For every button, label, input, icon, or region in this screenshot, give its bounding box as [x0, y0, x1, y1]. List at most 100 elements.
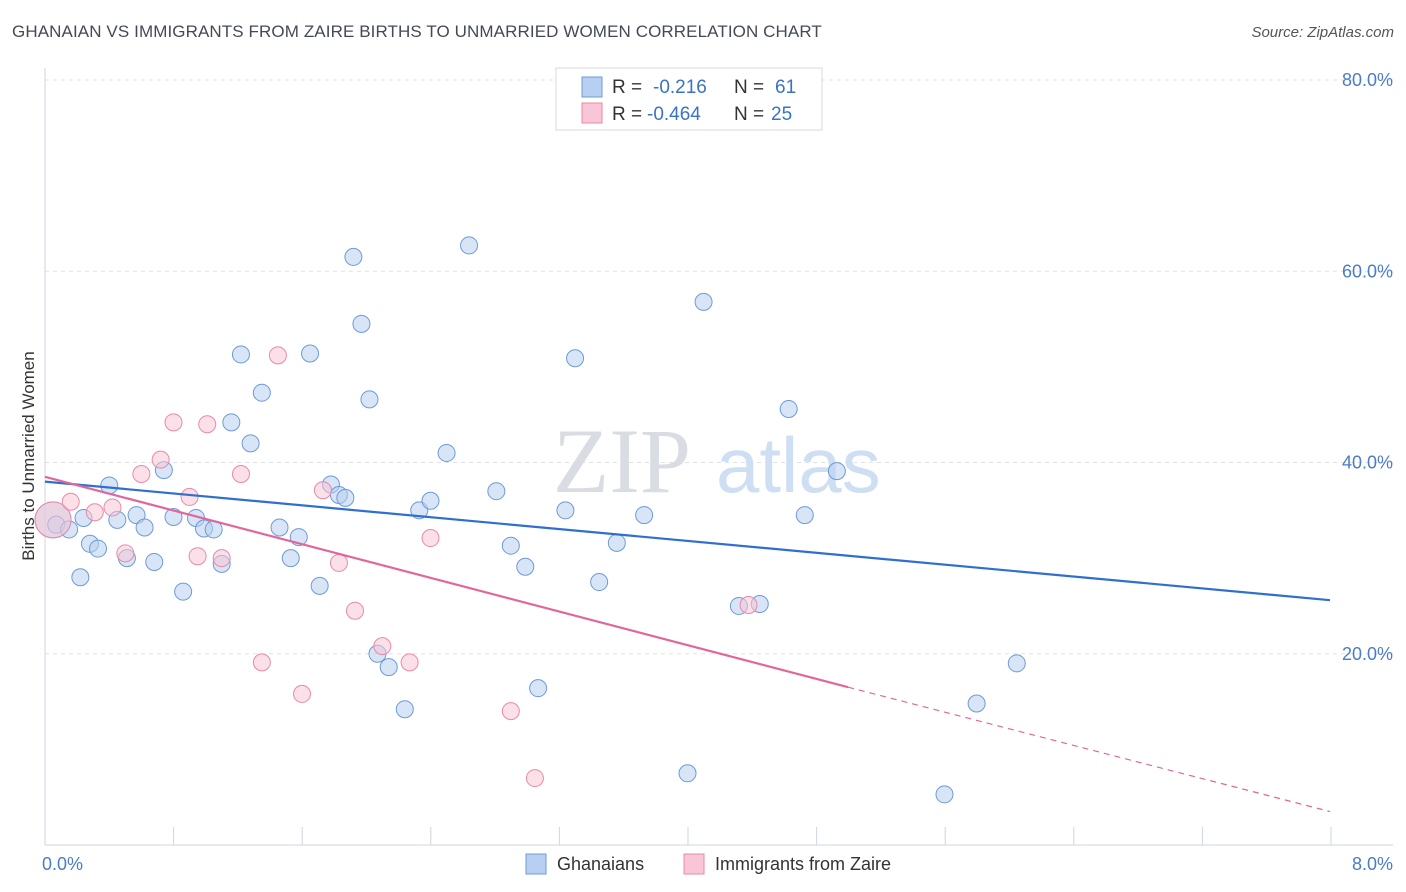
ghanaian-point-10 — [135, 518, 154, 537]
ghanaian-point-51 — [694, 292, 713, 311]
zaire-trendline-extension — [847, 686, 1331, 813]
x-tick-label-0: 0.0% — [42, 854, 83, 874]
ghanaian-point-39 — [437, 443, 456, 462]
x-tick-labels: 0.0% 8.0% — [42, 854, 1393, 874]
ghanaian-point-41 — [487, 482, 506, 501]
zaire-point-14 — [293, 684, 311, 703]
zaire-point-22 — [525, 769, 544, 788]
ghanaian-point-42 — [501, 536, 520, 555]
zaire-point-6 — [151, 450, 170, 469]
zaire-point-10 — [212, 549, 231, 568]
ghanaian-point-54 — [779, 399, 798, 418]
ghanaian-point-40 — [460, 236, 479, 255]
watermark-zip: ZIP — [553, 410, 691, 512]
zaire-point-19 — [400, 653, 419, 672]
watermark: ZIP atlas — [553, 410, 881, 512]
legend-pink-n-label: N = — [734, 104, 764, 125]
ghanaian-point-33 — [360, 390, 379, 409]
y-tick-label-0: 20.0% — [1342, 644, 1393, 664]
zaire-point-11 — [231, 464, 250, 483]
y-axis-label: Births to Unmarried Women — [19, 351, 38, 560]
ghanaian-point-45 — [556, 501, 575, 520]
watermark-atlas: atlas — [716, 421, 881, 509]
ghanaian-point-11 — [145, 552, 164, 571]
ghanaian-point-36 — [395, 700, 414, 719]
zaire-point-16 — [329, 553, 348, 572]
zaire-point-20 — [421, 529, 440, 548]
zaire-point-0 — [34, 501, 72, 539]
legend-zaire-swatch — [683, 853, 705, 875]
axes — [44, 68, 1393, 846]
zaire-point-13 — [268, 346, 287, 365]
legend-ghanaians-label: Ghanaians — [557, 854, 644, 874]
legend-pink-r-label: R = — [612, 104, 642, 125]
ghanaian-trendline — [44, 480, 1331, 602]
zaire-point-9 — [198, 415, 217, 434]
ghanaian-point-14 — [174, 582, 193, 601]
ghanaian-point-21 — [241, 434, 260, 453]
ghanaian-point-44 — [529, 679, 548, 698]
legend-blue-swatch — [581, 76, 603, 98]
legend-blue-n-label: N = — [734, 77, 764, 98]
legend-pink-n-value: 25 — [771, 104, 792, 125]
zaire-point-15 — [313, 481, 332, 500]
legend-top: R = -0.216 N = 61 R = -0.464 N = 25 — [555, 67, 823, 131]
legend-pink-r-value: -0.464 — [647, 104, 701, 125]
zaire-point-17 — [346, 601, 365, 620]
ghanaian-point-49 — [635, 506, 654, 525]
ghanaian-point-32 — [352, 314, 371, 333]
y-tick-labels: 20.0% 40.0% 60.0% 80.0% — [1342, 70, 1393, 664]
ghanaian-point-23 — [270, 518, 289, 537]
legend-blue-r-label: R = — [612, 77, 642, 98]
ghanaian-point-56 — [827, 462, 846, 481]
ghanaian-point-31 — [344, 247, 363, 266]
zaire-point-12 — [252, 653, 271, 672]
y-tick-label-2: 60.0% — [1342, 261, 1393, 281]
ghanaian-point-13 — [164, 508, 183, 527]
zaire-point-5 — [132, 464, 151, 483]
trendlines — [44, 475, 1331, 813]
ghanaian-point-27 — [310, 576, 329, 595]
y-tick-label-3: 80.0% — [1342, 70, 1393, 90]
legend-blue-r-value: -0.216 — [653, 77, 707, 98]
legend-bottom: Ghanaians Immigrants from Zaire — [525, 853, 891, 875]
ghanaian-point-38 — [421, 491, 440, 510]
zaire-point-7 — [164, 413, 183, 432]
legend-zaire-label: Immigrants from Zaire — [715, 854, 891, 874]
legend-ghanaians-swatch — [525, 853, 547, 875]
ghanaian-point-35 — [379, 658, 398, 677]
zaire-point-24 — [188, 547, 207, 566]
zaire-point-21 — [501, 702, 520, 721]
ghanaian-point-58 — [967, 694, 986, 713]
zaire-point-23 — [739, 595, 758, 614]
ghanaian-point-30 — [336, 488, 355, 507]
ghanaian-point-19 — [222, 413, 241, 432]
ghanaian-point-24 — [281, 549, 300, 568]
source-label: Source: ZipAtlas.com — [1251, 24, 1394, 41]
y-tick-label-1: 40.0% — [1342, 453, 1393, 473]
zaire-point-2 — [85, 503, 104, 522]
ghanaian-point-50 — [678, 764, 697, 783]
ghanaian-point-3 — [71, 568, 90, 587]
ghanaian-point-5 — [89, 539, 108, 558]
ghanaian-point-20 — [231, 345, 250, 364]
zaire-point-18 — [373, 637, 392, 656]
ghanaian-point-46 — [566, 349, 585, 368]
zaire-point-4 — [116, 544, 135, 563]
ghanaian-point-55 — [795, 506, 814, 525]
legend-pink-swatch — [581, 102, 603, 124]
ghanaian-point-48 — [607, 533, 626, 552]
ghanaian-point-47 — [590, 573, 609, 592]
chart-title: GHANAIAN VS IMMIGRANTS FROM ZAIRE BIRTHS… — [12, 22, 822, 41]
zaire-point-1 — [61, 492, 80, 511]
zaire-point-3 — [103, 498, 122, 517]
data-points — [34, 236, 1026, 804]
zaire-trendline — [44, 475, 849, 689]
ghanaian-point-59 — [1007, 654, 1026, 673]
zaire-point-8 — [180, 487, 199, 506]
ghanaian-point-22 — [252, 383, 271, 402]
x-tick-label-1: 8.0% — [1352, 854, 1393, 874]
legend-blue-n-value: 61 — [775, 77, 796, 98]
ghanaian-point-57 — [935, 785, 954, 804]
